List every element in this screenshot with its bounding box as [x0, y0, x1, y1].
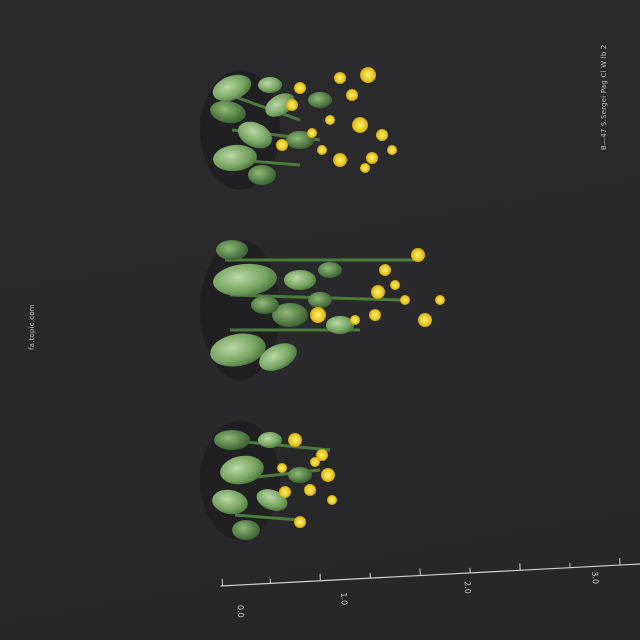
plant-bottom — [200, 420, 337, 540]
plant-top — [200, 67, 397, 190]
plant-middle — [200, 240, 445, 380]
species-caption: B—47 S.Sergei Pag Cl W lb 2 — [600, 44, 608, 150]
site-caption: fa.topic.com — [28, 304, 36, 350]
